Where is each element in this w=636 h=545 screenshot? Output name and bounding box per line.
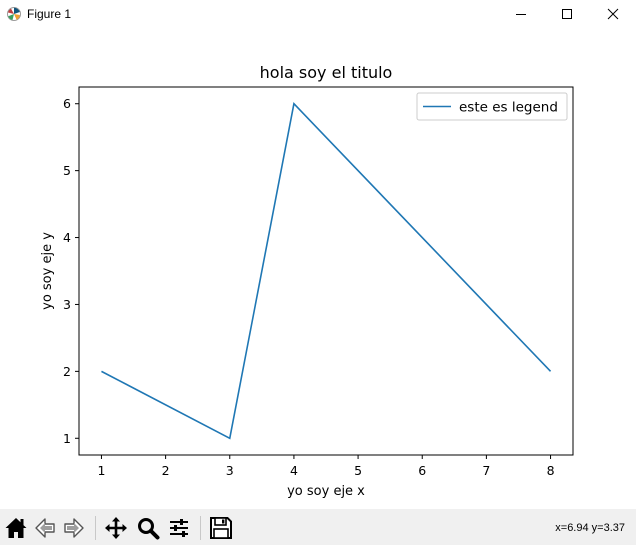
zoom-button[interactable] bbox=[134, 514, 162, 542]
x-axis-label: yo soy eje x bbox=[287, 484, 365, 499]
matplotlib-logo-icon bbox=[6, 6, 22, 22]
window-title: Figure 1 bbox=[27, 7, 72, 21]
toolbar-separator bbox=[95, 516, 96, 540]
axis-ticks: 1 2 3 4 5 6 7 8 1 2 3 4 5 6 bbox=[63, 96, 555, 478]
navigation-toolbar: x=6.94 y=3.37 bbox=[0, 509, 636, 545]
home-button[interactable] bbox=[2, 514, 30, 542]
maximize-icon bbox=[561, 8, 573, 20]
y-tick-label: 2 bbox=[63, 364, 71, 379]
y-tick-label: 4 bbox=[63, 230, 71, 245]
x-tick-label: 5 bbox=[354, 463, 362, 478]
configure-subplots-icon bbox=[167, 516, 191, 540]
minimize-button[interactable] bbox=[498, 0, 544, 28]
back-button[interactable] bbox=[31, 514, 59, 542]
y-axis-label: yo soy eje y bbox=[40, 232, 55, 310]
y-tick-label: 1 bbox=[63, 431, 71, 446]
home-icon bbox=[4, 516, 28, 540]
legend: este es legend bbox=[416, 92, 568, 121]
series-line bbox=[101, 102, 552, 440]
legend-label: este es legend bbox=[459, 100, 558, 116]
back-icon bbox=[33, 516, 57, 540]
coordinate-readout: x=6.94 y=3.37 bbox=[555, 522, 625, 534]
y-tick-label: 5 bbox=[63, 163, 71, 178]
x-tick-label: 6 bbox=[418, 463, 426, 478]
x-tick-label: 1 bbox=[97, 463, 105, 478]
y-tick-label: 3 bbox=[63, 297, 71, 312]
x-tick-label: 7 bbox=[482, 463, 490, 478]
pan-button[interactable] bbox=[102, 514, 130, 542]
close-icon bbox=[607, 8, 619, 20]
legend-box bbox=[416, 92, 568, 121]
x-tick-label: 8 bbox=[547, 463, 555, 478]
line-chart: hola soy el titulo 1 2 3 4 5 6 7 8 1 2 3 4 5 6 este e… bbox=[40, 63, 574, 499]
x-tick-label: 3 bbox=[226, 463, 234, 478]
axes-frame bbox=[78, 86, 574, 456]
x-tick-label: 4 bbox=[290, 463, 298, 478]
zoom-icon bbox=[136, 516, 160, 540]
y-tick-label: 6 bbox=[63, 96, 71, 111]
save-button[interactable] bbox=[207, 514, 235, 542]
series-lines bbox=[101, 102, 552, 440]
pan-icon bbox=[104, 516, 128, 540]
toolbar-separator bbox=[200, 516, 201, 540]
minimize-icon bbox=[515, 8, 527, 20]
forward-icon bbox=[62, 516, 86, 540]
maximize-button[interactable] bbox=[544, 0, 590, 28]
figure-canvas[interactable]: hola soy el titulo 1 2 3 4 5 6 7 8 1 2 3 4 5 6 este e… bbox=[0, 28, 636, 509]
close-button[interactable] bbox=[590, 0, 636, 28]
window-titlebar: Figure 1 bbox=[0, 0, 636, 28]
save-icon bbox=[209, 516, 233, 540]
configure-subplots-button[interactable] bbox=[165, 514, 193, 542]
forward-button[interactable] bbox=[60, 514, 88, 542]
x-tick-label: 2 bbox=[162, 463, 170, 478]
chart-title: hola soy el titulo bbox=[260, 63, 393, 82]
